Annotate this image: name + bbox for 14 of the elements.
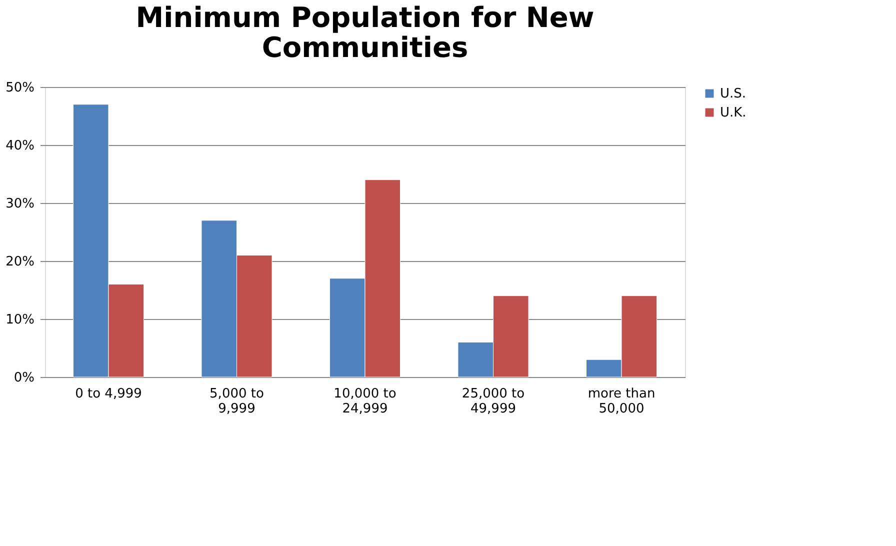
- y-tick-label: 0%: [14, 370, 34, 386]
- y-tick-label: 40%: [6, 138, 34, 154]
- y-tick-label: 20%: [6, 254, 34, 270]
- x-tick-label: more than 50,000: [588, 386, 656, 416]
- y-tick-label: 30%: [6, 196, 34, 212]
- y-tick-label: 10%: [6, 312, 34, 328]
- y-tick-label: 50%: [6, 80, 34, 96]
- legend-label: U.K.: [720, 106, 746, 120]
- chart-title: Minimum Population for New Communities: [136, 1, 594, 64]
- legend-label: U.S.: [720, 86, 746, 102]
- x-tick-label: 5,000 to 9,999: [210, 386, 264, 416]
- x-tick-label: 10,000 to 24,999: [334, 386, 396, 416]
- x-tick-label: 25,000 to 49,999: [462, 386, 525, 416]
- x-tick-label: 0 to 4,999: [75, 386, 142, 402]
